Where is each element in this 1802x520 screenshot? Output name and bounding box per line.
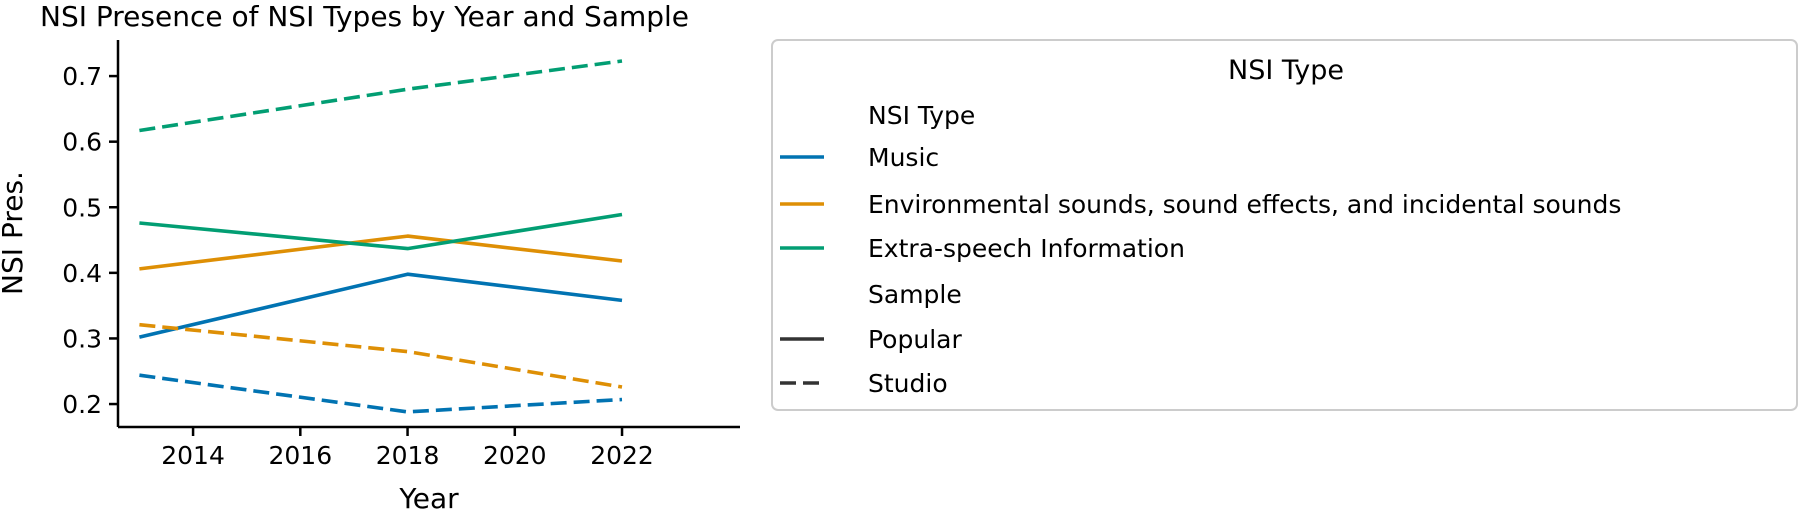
series-line-2 <box>139 373 623 414</box>
legend-style-header: Sample <box>868 280 962 309</box>
series-line-3 <box>139 234 623 271</box>
series-line-6 <box>139 59 623 133</box>
axes <box>116 40 740 429</box>
y-ticks: 0.2 0.3 0.4 0.5 0.6 0.7 <box>62 62 118 419</box>
y-tick-label: 0.5 <box>62 193 102 222</box>
x-tick-label: 2022 <box>590 441 654 470</box>
legend-label-1: Music <box>868 143 939 172</box>
y-tick-label: 0.6 <box>62 128 102 157</box>
legend-frame <box>771 39 1798 411</box>
y-axis-label: NSI Pres. <box>0 171 29 295</box>
legend-style-label-2: Studio <box>868 369 948 398</box>
x-tick-label: 2016 <box>268 441 332 470</box>
x-tick-label: 2018 <box>376 441 440 470</box>
x-tick-label: 2014 <box>161 441 225 470</box>
legend-label-2: Environmental sounds, sound effects, and… <box>868 190 1621 219</box>
y-tick-label: 0.3 <box>62 324 102 353</box>
series-line-5 <box>139 212 623 251</box>
legend-style-label-1: Popular <box>868 325 962 354</box>
y-tick-label: 0.7 <box>62 62 102 91</box>
legend-label-3: Extra-speech Information <box>868 234 1185 263</box>
y-tick-label: 0.4 <box>62 259 102 288</box>
legend-title: NSI Type <box>1228 55 1344 86</box>
x-tick-label: 2020 <box>483 441 547 470</box>
series-layer <box>138 59 623 414</box>
chart-title: NSI Presence of NSI Types by Year and Sa… <box>40 0 689 33</box>
legend-hue-header: NSI Type <box>868 101 975 130</box>
series-line-1 <box>138 272 623 339</box>
legend: NSI Type NSI Type Music Environmental sou… <box>771 39 1798 411</box>
legend-hue-entries: Music Environmental sounds, sound effects… <box>780 143 1621 263</box>
x-axis-label: Year <box>398 482 459 515</box>
y-tick-label: 0.2 <box>62 390 102 419</box>
series-line-4 <box>139 322 623 389</box>
x-ticks: 2014 2016 2018 2020 2022 <box>161 427 654 470</box>
legend-style-entries: Popular Studio <box>780 325 962 398</box>
